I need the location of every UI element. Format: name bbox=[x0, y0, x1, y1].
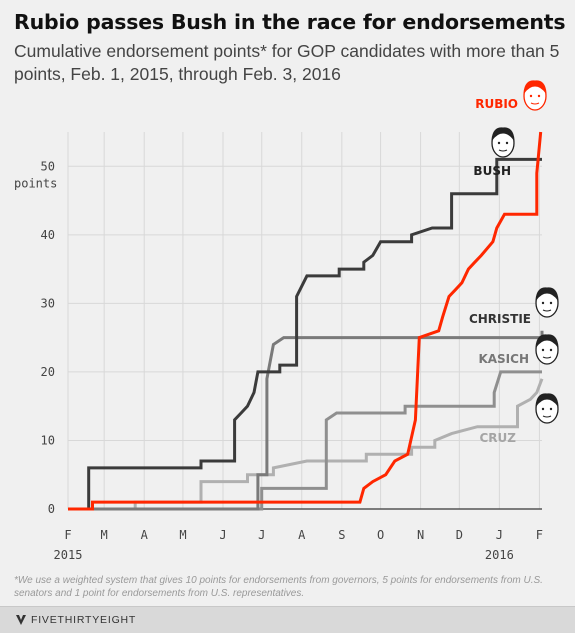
x-year-label: 2015 bbox=[54, 548, 83, 562]
portrait-eye bbox=[541, 301, 545, 305]
portrait-hair bbox=[523, 80, 547, 95]
portrait-mouth bbox=[498, 149, 508, 152]
x-tick-label: O bbox=[377, 528, 384, 542]
y-axis-label: points bbox=[14, 176, 57, 190]
y-tick-label: 20 bbox=[41, 365, 55, 379]
candidate-portrait-icon bbox=[535, 334, 559, 365]
portrait-eye bbox=[529, 94, 533, 98]
x-tick-label: J bbox=[219, 528, 226, 542]
footnote: *We use a weighted system that gives 10 … bbox=[14, 575, 543, 599]
candidate-portrait-icon bbox=[535, 393, 559, 424]
x-tick-label: J bbox=[496, 528, 503, 542]
series-label-kasich: KASICH bbox=[478, 352, 529, 366]
portrait-eye bbox=[505, 141, 509, 145]
x-tick-label: M bbox=[179, 528, 186, 542]
x-tick-label: A bbox=[298, 528, 306, 542]
portrait-hair bbox=[535, 287, 559, 302]
x-tick-label: M bbox=[101, 528, 108, 542]
x-tick-label: J bbox=[258, 528, 265, 542]
portrait-eye bbox=[549, 301, 553, 305]
portrait-hair bbox=[535, 334, 559, 349]
portrait-mouth bbox=[542, 309, 552, 312]
x-tick-label: S bbox=[338, 528, 345, 542]
portrait-eye bbox=[497, 141, 501, 145]
chart-title: Rubio passes Bush in the race for endors… bbox=[14, 10, 566, 34]
series-line-cruz bbox=[68, 378, 544, 511]
y-tick-label: 40 bbox=[41, 228, 55, 242]
series-line-kasich bbox=[68, 370, 542, 511]
x-tick-label: F bbox=[64, 528, 71, 542]
x-tick-label: F bbox=[536, 528, 543, 542]
y-tick-label: 50 bbox=[41, 159, 55, 173]
y-tick-label: 30 bbox=[41, 296, 55, 310]
portrait-mouth bbox=[530, 102, 540, 105]
series-line-christie bbox=[68, 330, 544, 511]
portrait-hair bbox=[491, 127, 515, 142]
portrait-eye bbox=[541, 348, 545, 352]
series-line-rubio bbox=[68, 131, 543, 511]
series-line-bush bbox=[68, 157, 542, 511]
series-label-bush: BUSH bbox=[473, 164, 511, 178]
portrait-hair bbox=[535, 393, 559, 408]
series-label-rubio: RUBIO bbox=[475, 97, 518, 111]
y-tick-label: 0 bbox=[48, 502, 55, 516]
portrait-eye bbox=[549, 348, 553, 352]
brand-name: FIVETHIRTYEIGHT bbox=[31, 614, 137, 626]
footer-bar: FIVETHIRTYEIGHT bbox=[0, 606, 575, 633]
chart-subtitle: Cumulative endorsement points* for GOP c… bbox=[14, 41, 560, 84]
portrait-eye bbox=[537, 94, 541, 98]
candidate-portrait-icon bbox=[491, 127, 515, 158]
x-tick-label: A bbox=[141, 528, 149, 542]
chart: 0 10 20 30 40 50 points F M A M J J A S O N D J F 2015 2016 RU… bbox=[14, 80, 559, 562]
portrait-mouth bbox=[542, 356, 552, 359]
portrait-eye bbox=[549, 407, 553, 411]
series-label-cruz: CRUZ bbox=[480, 431, 517, 445]
portrait-eye bbox=[541, 407, 545, 411]
fivethirtyeight-logo-icon bbox=[16, 615, 26, 625]
candidate-portrait-icon bbox=[523, 80, 547, 111]
y-tick-label: 10 bbox=[41, 433, 55, 447]
candidate-portrait-icon bbox=[535, 287, 559, 318]
portrait-mouth bbox=[542, 415, 552, 418]
x-tick-label: N bbox=[417, 528, 424, 542]
series-label-christie: CHRISTIE bbox=[469, 312, 531, 326]
x-year-label: 2016 bbox=[485, 548, 514, 562]
x-tick-label: D bbox=[456, 528, 463, 542]
